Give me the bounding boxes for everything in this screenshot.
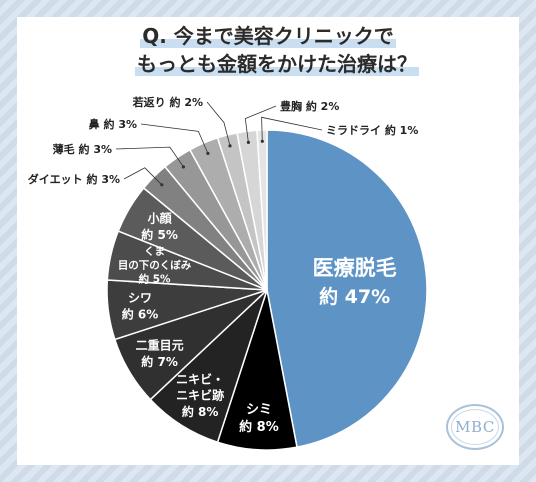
slice-11-leader-line [206,101,231,146]
slice-1-label: 医療脱毛約 47% [313,256,397,308]
slice-13-leader-dot [260,139,264,143]
slice-13-leader-line [261,116,323,142]
slice-13-label: ミラドライ 約 1% [326,123,418,137]
slice-10-label: 鼻 約 3% [89,117,137,131]
slice-9-leader-line [115,146,184,168]
slice-1-wedge [266,129,428,449]
chart-title: Q. 今まで美容クリニックで もっとも金額をかけた治療は？ [0,22,536,78]
slice-5-label: シワ約 6% [122,291,159,321]
slice-3-label: ニキビ・ニキビ跡約 8% [176,371,224,418]
slice-7-label: 小顔約 5% [141,211,178,242]
slice-9-label: 薄毛 約 3% [53,142,112,156]
slice-12-leader-line [244,105,277,143]
slice-2-label: シミ約 8% [239,403,279,436]
slice-10-leader-line [140,123,209,154]
slice-11-leader-dot [228,144,232,148]
mbc-logo-text: MBC [455,418,495,436]
slice-4-label: 二重目元約 7% [136,338,184,369]
slice-9-leader-dot [181,165,185,169]
slice-8-leader-dot [160,183,164,187]
slice-12-leader-dot [246,140,250,144]
slice-10-leader-dot [206,151,210,155]
slice-12-label: 豊胸 約 2% [280,99,339,113]
slice-11-label: 若返り 約 2% [133,95,203,109]
title-line-2: もっとも金額をかけた治療は？ [135,52,419,76]
title-line-1: Q. 今まで美容クリニックで [140,24,396,48]
slice-6-label: くま目の下のくぼみ約 5% [118,245,192,285]
slice-8-leader-line [123,167,163,186]
slice-8-label: ダイエット 約 3% [28,172,120,186]
mbc-logo-badge: MBC [446,404,504,450]
